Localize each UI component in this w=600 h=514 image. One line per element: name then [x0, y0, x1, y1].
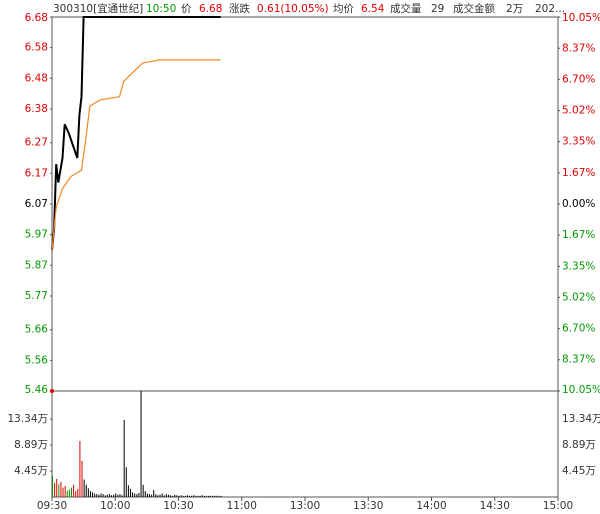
volume-label: 成交量	[390, 2, 422, 15]
x-tick-label: 14:00	[416, 500, 446, 512]
y-tick-label: 6.58	[25, 42, 48, 54]
x-tick-label: 10:00	[100, 500, 130, 512]
change: 0.61(10.05%)	[257, 3, 329, 15]
y2-tick-label: 3.35%	[562, 260, 595, 272]
x-tick-label: 15:00	[543, 500, 573, 512]
y2-tick-label: 1.67%	[562, 229, 595, 241]
volume: 29	[431, 3, 444, 15]
y2-tick-label: 5.02%	[562, 291, 595, 303]
avg: 6.54	[361, 3, 385, 15]
y-tick-label: 6.07	[25, 198, 48, 210]
y-tick-label: 5.56	[25, 354, 49, 366]
y-tick-label: 6.27	[25, 137, 48, 149]
y2-tick-label: 1.67%	[562, 167, 595, 179]
amount-label: 成交金额	[453, 2, 495, 15]
amount: 2万	[506, 3, 523, 15]
y-tick-label: 4.45万	[14, 465, 48, 477]
y2-tick-label: 13.34万	[562, 413, 600, 425]
y-tick-label: 5.87	[25, 259, 48, 271]
x-tick-label: 13:30	[353, 500, 383, 512]
y2-tick-label: 10.05%	[562, 384, 600, 396]
y2-tick-label: 10.05%	[562, 12, 600, 24]
price-label: 价	[181, 3, 192, 15]
average-line	[51, 59, 221, 251]
y2-tick-label: 6.70%	[562, 73, 595, 85]
y-tick-label: 5.77	[25, 290, 48, 302]
y-tick-label: 6.68	[25, 12, 48, 24]
price-line	[51, 16, 221, 251]
x-tick-label: 13:00	[290, 500, 320, 512]
time: 10:50	[146, 3, 176, 15]
y2-tick-label: 4.45万	[562, 465, 596, 477]
y2-tick-label: 0.00%	[562, 198, 595, 210]
y2-tick-label: 8.89万	[562, 439, 596, 451]
y-tick-label: 5.66	[25, 324, 49, 336]
stock-code: 300310[宜通世纪]	[53, 2, 143, 15]
y2-tick-label: 8.37%	[562, 42, 595, 54]
header: 300310[宜通世纪] 10:50 价 6.68 涨跌 0.61(10.05%…	[53, 2, 565, 15]
change-label: 涨跌	[229, 2, 250, 15]
x-tick-label: 09:30	[37, 500, 67, 512]
y-tick-label: 6.48	[25, 72, 48, 84]
date: 202...	[535, 3, 565, 15]
y-tick-label: 8.89万	[14, 439, 48, 451]
y2-tick-label: 6.70%	[562, 323, 595, 335]
price: 6.68	[199, 3, 222, 15]
y-tick-label: 5.97	[25, 229, 48, 241]
y-tick-label: 6.17	[25, 167, 48, 179]
y-tick-label: 6.38	[25, 103, 48, 115]
y-tick-label: 13.34万	[7, 413, 48, 425]
y2-tick-label: 5.02%	[562, 105, 595, 117]
x-tick-label: 14:30	[480, 500, 510, 512]
avg-label: 均价	[333, 3, 354, 15]
x-tick-label: 11:00	[227, 500, 257, 512]
x-tick-label: 10:30	[163, 500, 193, 512]
y-tick-label: 5.46	[25, 384, 49, 396]
prev-close-marker	[50, 389, 54, 393]
y2-tick-label: 8.37%	[562, 354, 595, 366]
y2-tick-label: 3.35%	[562, 136, 595, 148]
